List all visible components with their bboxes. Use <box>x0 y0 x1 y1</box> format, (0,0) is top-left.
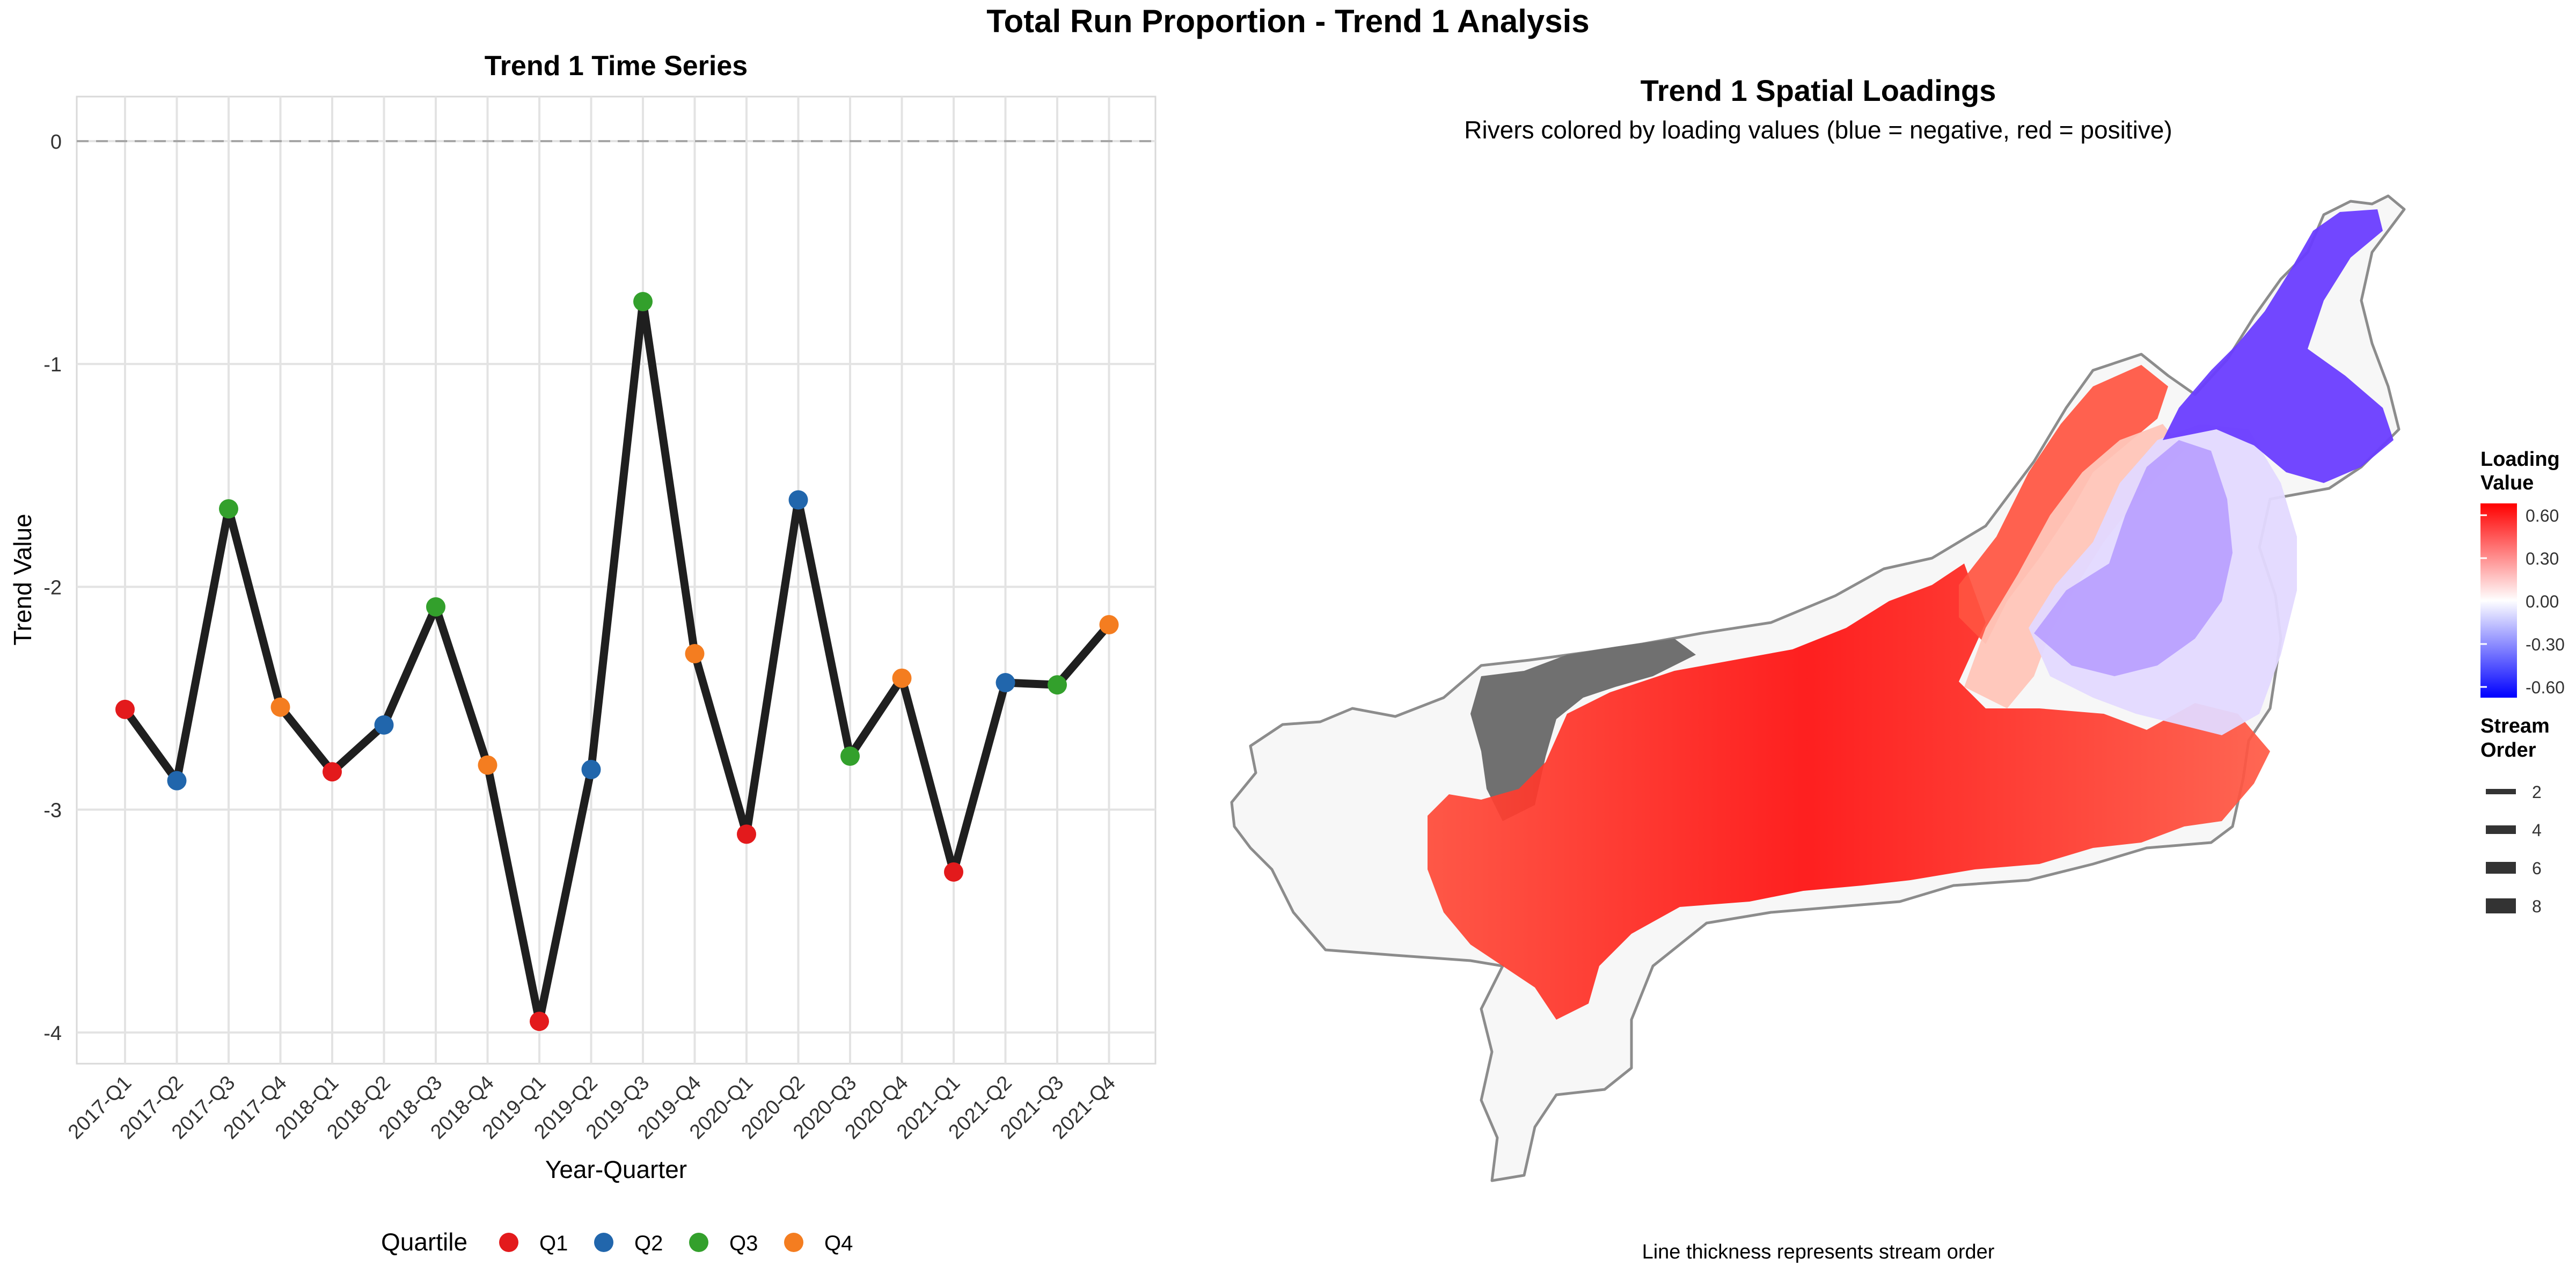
time-series-title: Trend 1 Time Series <box>485 50 748 82</box>
stream-order-key-label: 4 <box>2532 821 2542 840</box>
data-point-q4 <box>892 668 912 688</box>
quartile-legend: Quartile Q1 Q2 Q3 Q4 <box>381 1228 853 1256</box>
stream-order-key-label: 2 <box>2532 782 2542 802</box>
x-tick-labels: 2017-Q12017-Q22017-Q32017-Q42018-Q12018-… <box>64 1072 1120 1144</box>
y-tick-label: -2 <box>43 576 62 599</box>
time-series-chart: Trend 1 Time Series 0 -1 -2 -3 -4 2017-Q1201… <box>9 50 1157 1256</box>
legend-key-q1 <box>499 1233 518 1252</box>
data-point-q1 <box>115 699 135 719</box>
data-point-q3 <box>1048 675 1067 695</box>
data-point-q1 <box>737 824 756 844</box>
stream-order-title-line1: Stream <box>2480 715 2550 737</box>
mid-blue-river-network <box>2034 440 2233 676</box>
colorbar-tick-labels: 0.60 0.30 0.00 -0.30 -0.60 <box>2480 506 2565 697</box>
data-point-q2 <box>167 771 187 791</box>
y-tick-label: -4 <box>43 1022 62 1045</box>
legend-label-q4: Q4 <box>824 1232 853 1255</box>
map-caption: Line thickness represents stream order <box>1642 1241 1995 1263</box>
stream-order-title-line2: Order <box>2480 739 2536 762</box>
red-river-network <box>1428 564 2270 1020</box>
map-title: Trend 1 Spatial Loadings <box>1641 74 1996 107</box>
data-point-q3 <box>426 597 445 617</box>
data-point-q2 <box>788 490 808 510</box>
y-axis-label: Trend Value <box>9 514 36 645</box>
data-point-q1 <box>530 1012 549 1031</box>
data-point-q3 <box>840 747 860 766</box>
data-point-q3 <box>219 499 238 519</box>
stream-order-legend: Stream Order 2 4 6 8 <box>2480 715 2550 916</box>
legend-label-q3: Q3 <box>729 1232 758 1255</box>
legend-title: Quartile <box>381 1228 467 1256</box>
colorbar-title-line2: Value <box>2480 472 2534 494</box>
data-point-q2 <box>374 715 394 735</box>
dark-blue-river-network <box>2163 209 2394 483</box>
data-point-q1 <box>944 862 963 882</box>
legend-key-q3 <box>689 1233 708 1252</box>
legend-key-q2 <box>594 1233 613 1252</box>
data-point-q4 <box>685 644 705 664</box>
data-point-q4 <box>478 755 497 775</box>
figure-title: Total Run Proportion - Trend 1 Analysis <box>986 3 1589 39</box>
x-axis-label: Year-Quarter <box>545 1155 687 1183</box>
colorbar-tick-label: -0.30 <box>2526 635 2565 654</box>
trend-points <box>115 291 1119 1031</box>
stream-order-keys: 2 4 6 8 <box>2486 782 2542 916</box>
y-tick-label: -1 <box>43 354 62 376</box>
data-point-q2 <box>996 672 1015 692</box>
data-point-q2 <box>581 759 601 779</box>
data-point-q3 <box>633 291 653 311</box>
stream-order-key-label: 6 <box>2532 859 2542 878</box>
colorbar-title-line1: Loading <box>2480 448 2560 471</box>
stream-order-key-label: 8 <box>2532 897 2542 916</box>
y-tick-labels: 0 -1 -2 -3 -4 <box>43 131 62 1045</box>
loading-value-legend: Loading Value 0.60 0.30 0.00 -0.30 -0.60 <box>2480 448 2565 698</box>
data-point-q1 <box>323 762 342 782</box>
legend-label-q2: Q2 <box>634 1232 663 1255</box>
colorbar-tick-label: 0.30 <box>2526 549 2559 568</box>
data-point-q4 <box>270 697 290 717</box>
grey-river-network <box>1470 639 1696 821</box>
data-point-q4 <box>1099 615 1119 635</box>
colorbar-tick-label: 0.60 <box>2526 506 2559 525</box>
spatial-loadings-map: Trend 1 Spatial Loadings Rivers colored … <box>1230 74 2565 1263</box>
colorbar-tick-label: 0.00 <box>2526 592 2559 611</box>
y-tick-label: 0 <box>50 131 62 153</box>
y-tick-label: -3 <box>43 800 62 822</box>
map-subtitle: Rivers colored by loading values (blue =… <box>1464 116 2172 144</box>
colorbar-tick-label: -0.60 <box>2526 678 2565 697</box>
trend-series-line <box>121 297 1113 1026</box>
legend-key-q4 <box>784 1233 803 1252</box>
legend-label-q1: Q1 <box>539 1232 568 1255</box>
